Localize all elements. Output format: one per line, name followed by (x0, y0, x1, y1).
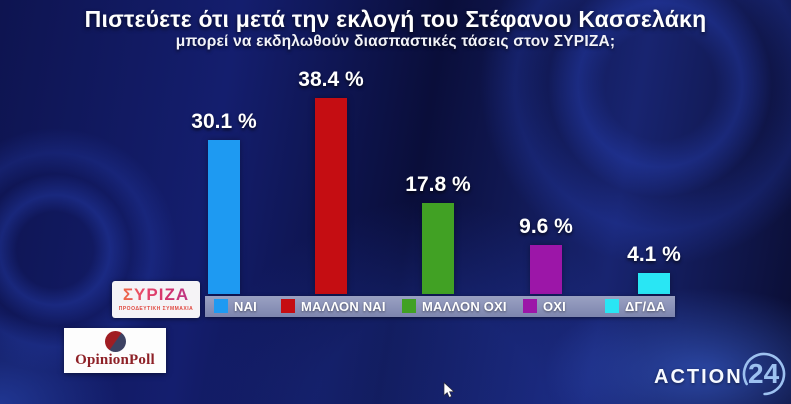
opinionpoll-sphere-icon (104, 331, 126, 352)
syriza-logo: ΣΥΡΙΖΑ ΠΡΟΟΔΕΥΤΙΚΗ ΣΥΜΜΑΧΙΑ (112, 281, 200, 318)
opinionpoll-logo-text: OpinionPoll (75, 352, 155, 368)
bar (422, 203, 454, 294)
legend-swatch (605, 299, 619, 313)
bar-value-label: 4.1 % (627, 243, 681, 267)
poll-question-subtitle: μπορεί να εκδηλωθούν διασπαστικές τάσεις… (175, 33, 616, 50)
action24-logo: ACTION 24 (648, 350, 788, 398)
bar-value-label: 17.8 % (405, 173, 471, 197)
chart-legend-strip (205, 296, 675, 317)
legend-label: ΟΧΙ (543, 299, 566, 314)
legend-label: ΜΑΛΛΟΝ ΝΑΙ (301, 299, 386, 314)
mouse-cursor-icon (443, 381, 455, 399)
opinionpoll-logo: OpinionPoll (64, 328, 166, 373)
legend-swatch (523, 299, 537, 313)
legend-label: ΝΑΙ (234, 299, 257, 314)
action24-logo-word: ACTION (654, 366, 743, 388)
legend-label: ΜΑΛΛΟΝ ΟΧΙ (422, 299, 507, 314)
bar (315, 98, 347, 294)
bar (638, 273, 670, 294)
legend-swatch (214, 299, 228, 313)
bar (530, 245, 562, 294)
legend-label: ΔΓ/ΔΑ (625, 299, 666, 314)
bar-value-label: 38.4 % (298, 68, 364, 92)
poll-question-title: Πιστεύετε ότι μετά την εκλογή του Στέφαν… (84, 6, 707, 32)
bar (208, 140, 240, 294)
legend-swatch (281, 299, 295, 313)
bar-value-label: 9.6 % (519, 215, 573, 239)
syriza-logo-text: ΣΥΡΙΖΑ (112, 285, 200, 305)
syriza-logo-subtext: ΠΡΟΟΔΕΥΤΙΚΗ ΣΥΜΜΑΧΙΑ (118, 306, 194, 312)
legend-swatch (402, 299, 416, 313)
bar-value-label: 30.1 % (191, 110, 257, 134)
action24-logo-number: 24 (748, 358, 780, 389)
action24-arc-icon (742, 352, 786, 396)
action24-logo-number-wrap: 24 (740, 350, 788, 398)
